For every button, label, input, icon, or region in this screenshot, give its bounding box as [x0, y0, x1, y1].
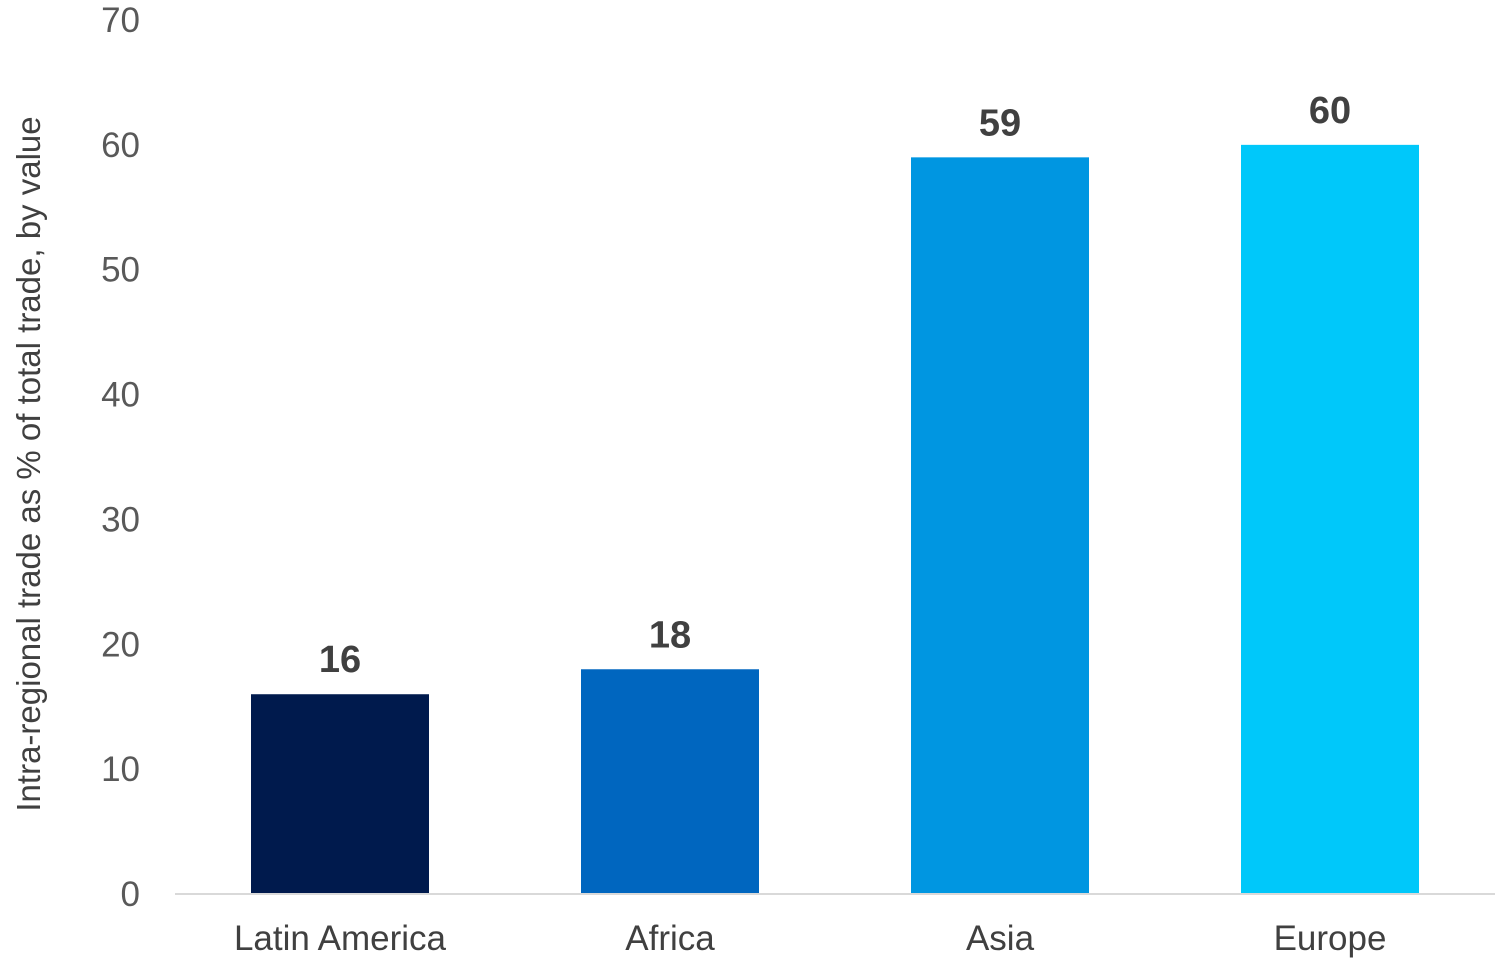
- bar: [1241, 144, 1419, 894]
- data-label: 18: [649, 614, 691, 656]
- x-tick-label: Latin America: [234, 919, 447, 958]
- y-tick-label: 50: [101, 251, 140, 290]
- bar: [911, 157, 1089, 895]
- data-labels: 16 18 59 60: [319, 90, 1351, 681]
- bar: [581, 669, 759, 894]
- y-axis-ticks: 0 10 20 30 40 50 60 70: [101, 1, 140, 914]
- x-tick-label: Africa: [625, 919, 715, 958]
- bars: [251, 144, 1419, 895]
- y-axis-title: Intra-regional trade as % of total trade…: [10, 116, 47, 811]
- y-tick-label: 10: [101, 750, 140, 789]
- y-tick-label: 70: [101, 1, 140, 40]
- y-tick-label: 20: [101, 625, 140, 664]
- x-tick-label: Europe: [1274, 919, 1387, 958]
- y-tick-label: 0: [121, 875, 140, 914]
- data-label: 16: [319, 639, 361, 681]
- data-label: 60: [1309, 90, 1351, 132]
- bar: [251, 694, 429, 894]
- x-tick-label: Asia: [966, 919, 1035, 958]
- data-label: 59: [979, 102, 1021, 144]
- y-tick-label: 30: [101, 500, 140, 539]
- y-tick-label: 60: [101, 126, 140, 165]
- y-tick-label: 40: [101, 376, 140, 415]
- x-axis-labels: Latin America Africa Asia Europe: [234, 919, 1386, 958]
